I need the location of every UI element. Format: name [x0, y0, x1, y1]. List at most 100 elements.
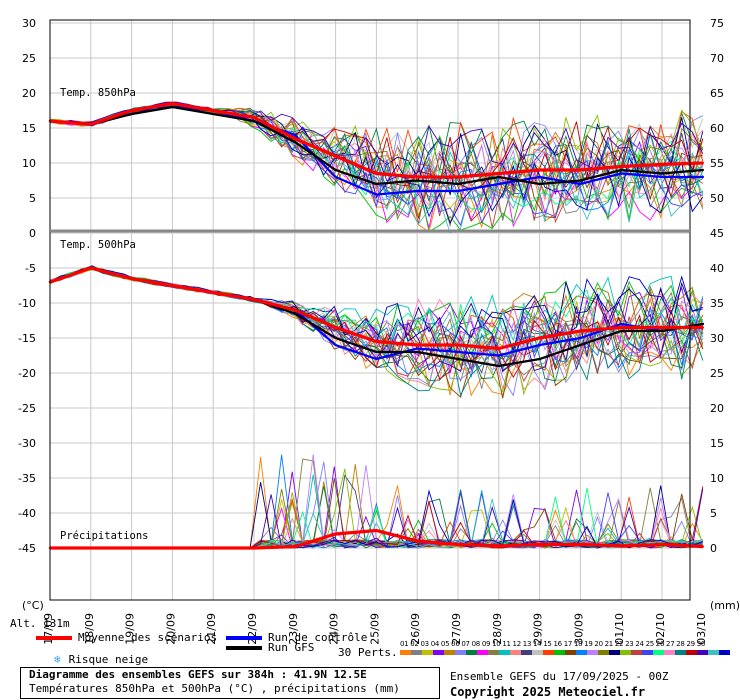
- pert-color-swatch: [510, 650, 521, 655]
- pert-color-swatch: [675, 650, 686, 655]
- pert-color-swatch: [400, 650, 411, 655]
- left-tick-label: 10: [22, 157, 36, 170]
- series-point: [416, 347, 419, 350]
- left-unit: (°C): [22, 599, 44, 612]
- series-point: [620, 329, 623, 333]
- pert-color-swatch: [532, 650, 543, 655]
- pert-color-swatch: [686, 650, 697, 655]
- series-point: [416, 175, 419, 179]
- series-point: [620, 544, 623, 548]
- series-point: [334, 343, 337, 347]
- series-point: [293, 308, 296, 312]
- right-tick-label: 55: [710, 157, 724, 170]
- series-point: [171, 546, 174, 550]
- right-tick-label: 50: [710, 192, 724, 205]
- series-point: [293, 140, 296, 144]
- series-point: [620, 172, 623, 175]
- pert-color-strip: [400, 650, 730, 655]
- x-tick-label: 01/10: [613, 613, 626, 645]
- pert-color-swatch: [466, 650, 477, 655]
- series-point: [293, 545, 296, 548]
- series-point: [293, 133, 296, 137]
- series-point: [660, 326, 664, 329]
- series-point: [375, 182, 378, 186]
- altitude-label: Alt. 131m: [10, 617, 70, 630]
- legend-mean-label: Moyenne des scénarios: [78, 631, 218, 644]
- series-point: [334, 154, 337, 158]
- series-point: [497, 172, 500, 175]
- t850-label: Temp. 850hPa: [60, 87, 136, 99]
- series-point: [456, 189, 460, 193]
- footer-run: Ensemble GEFS du 17/09/2025 - 00Z: [450, 670, 669, 683]
- series-point: [416, 350, 419, 354]
- pert-color-swatch: [455, 650, 466, 655]
- x-tick-label: 03/10: [695, 613, 708, 645]
- series-point: [579, 329, 582, 333]
- series-point: [252, 119, 256, 123]
- pert-color-swatch: [444, 650, 455, 655]
- right-tick-label: 5: [710, 507, 717, 520]
- right-unit: (mm): [710, 599, 740, 612]
- series-point: [579, 336, 582, 340]
- series-point: [660, 329, 664, 333]
- series-point: [456, 350, 460, 354]
- pert-color-swatch: [488, 650, 499, 655]
- series-point: [456, 175, 460, 179]
- pert-color-swatch: [554, 650, 565, 655]
- series-point: [497, 175, 500, 179]
- left-tick-label: -5: [25, 262, 36, 275]
- series-point: [293, 137, 296, 140]
- series-point: [538, 336, 541, 340]
- left-tick-label: 20: [22, 87, 36, 100]
- series-point: [620, 168, 623, 172]
- series-point: [171, 105, 174, 109]
- x-tick-label: 25/09: [368, 613, 381, 645]
- series-point: [334, 532, 337, 536]
- series-point: [538, 357, 541, 361]
- series-point: [620, 322, 623, 326]
- series-point: [579, 179, 582, 182]
- pert-color-swatch: [477, 650, 488, 655]
- right-tick-label: 70: [710, 52, 724, 65]
- series-point: [456, 357, 460, 361]
- series-point: [375, 193, 378, 196]
- pert-color-swatch: [576, 650, 587, 655]
- footer-title-box: Diagramme des ensembles GEFS sur 384h : …: [20, 667, 440, 699]
- series-point: [416, 179, 419, 182]
- left-tick-label: -45: [18, 542, 36, 555]
- x-tick-label: 28/09: [491, 613, 504, 645]
- series-point: [538, 182, 541, 186]
- x-tick-label: 24/09: [328, 613, 341, 645]
- t500-label: Temp. 500hPa: [60, 239, 136, 251]
- legend-control-swatch: [226, 636, 262, 640]
- pert-color-swatch: [422, 650, 433, 655]
- series-point: [171, 102, 174, 105]
- ensemble-member-t850: [49, 105, 704, 225]
- series-point: [579, 168, 582, 172]
- left-tick-label: 30: [22, 17, 36, 30]
- x-tick-label: 21/09: [205, 613, 218, 645]
- series-point: [334, 336, 337, 340]
- series-point: [701, 168, 704, 172]
- pert-color-swatch: [620, 650, 631, 655]
- right-tick-label: 45: [710, 227, 724, 240]
- left-tick-label: 15: [22, 122, 36, 135]
- legend-control-label: Run de contrôle: [268, 631, 368, 644]
- series-point: [538, 175, 541, 179]
- left-tick-label: -15: [18, 332, 36, 345]
- x-tick-label: 02/10: [654, 613, 667, 645]
- series-point: [334, 326, 337, 329]
- pert-color-swatch: [521, 650, 532, 655]
- legend-mean: Moyenne des scénarios: [36, 631, 217, 644]
- left-tick-label: -30: [18, 437, 36, 450]
- series-point: [89, 266, 93, 270]
- series-point: [660, 163, 664, 166]
- x-tick-label: 29/09: [532, 613, 545, 645]
- series-point: [497, 354, 500, 357]
- series-point: [660, 175, 664, 179]
- series-point: [497, 182, 500, 186]
- series-point: [252, 546, 256, 550]
- series-point: [538, 168, 541, 172]
- footer-subtitle: Températures 850hPa et 500hPa (°C) , pré…: [29, 682, 400, 695]
- series-point: [538, 343, 541, 347]
